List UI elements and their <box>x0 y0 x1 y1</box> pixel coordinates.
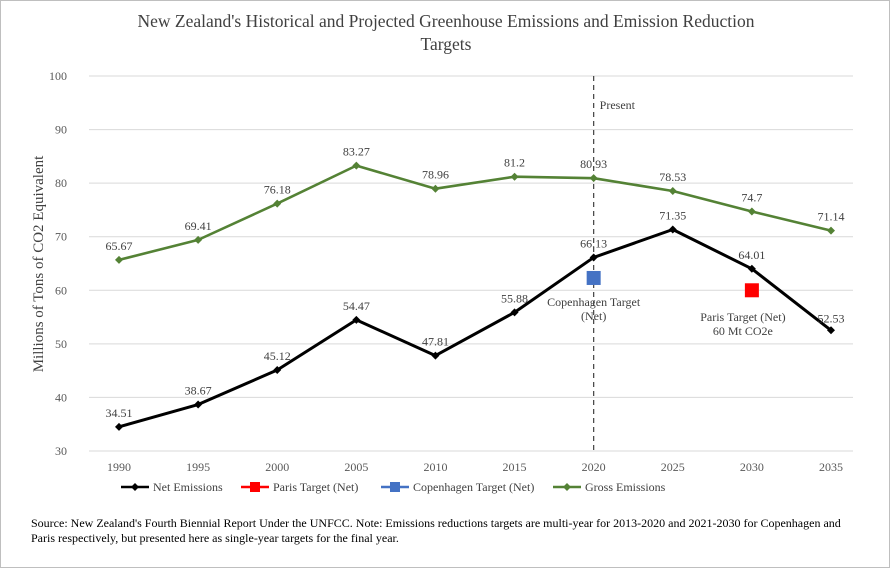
gross-emissions-point <box>827 226 835 235</box>
legend-swatch-marker <box>390 482 400 492</box>
net-emissions-point <box>589 253 598 262</box>
net-emissions-point <box>668 225 677 234</box>
emissions-chart: New Zealand's Historical and Projected G… <box>31 11 853 494</box>
net-data-label: 45.12 <box>264 349 291 363</box>
net-emissions-point <box>747 264 756 273</box>
y-axis-ticks: 30 40 50 60 70 80 90 100 <box>49 69 67 458</box>
copenhagen-annotation: Copenhagen Target <box>547 295 641 309</box>
x-tick-label: 2000 <box>265 460 289 474</box>
gross-data-label: 78.53 <box>659 170 686 184</box>
x-tick-label: 2035 <box>819 460 843 474</box>
y-tick-label: 70 <box>55 230 67 244</box>
net-emissions-point <box>510 308 519 317</box>
net-data-label: 71.35 <box>659 208 686 222</box>
gross-data-label: 71.14 <box>818 210 845 224</box>
legend-label: Net Emissions <box>153 480 223 494</box>
legend-item: Copenhagen Target (Net) <box>381 480 534 494</box>
paris-target-marker <box>744 283 759 298</box>
y-tick-label: 90 <box>55 123 67 137</box>
annotations: Copenhagen Target(Net) Paris Target (Net)… <box>547 295 785 338</box>
gross-data-label: 83.27 <box>343 145 370 159</box>
legend-item: Gross Emissions <box>553 480 666 494</box>
legend: Net Emissions Paris Target (Net) Copenhage… <box>121 480 666 494</box>
gross-data-label: 76.18 <box>264 183 291 197</box>
net-data-label: 64.01 <box>738 248 765 262</box>
net-data-label: 55.88 <box>501 291 528 305</box>
net-data-label: 54.47 <box>343 299 370 313</box>
gross-data-label: 74.7 <box>741 191 762 205</box>
y-tick-label: 80 <box>55 176 67 190</box>
data-labels: 65.67 69.41 76.18 83.27 78.96 81.2 80.93 78.53 7… <box>106 145 845 420</box>
legend-label: Gross Emissions <box>585 480 666 494</box>
series-group <box>115 161 835 431</box>
legend-swatch-marker <box>131 483 139 491</box>
x-tick-label: 2010 <box>423 460 447 474</box>
x-tick-label: 2030 <box>740 460 764 474</box>
gross-emissions-point <box>273 199 282 208</box>
legend-swatch-marker <box>563 483 571 491</box>
x-tick-label: 2020 <box>582 460 606 474</box>
legend-label: Copenhagen Target (Net) <box>413 480 534 494</box>
chart-title-line-1: New Zealand's Historical and Projected G… <box>138 11 755 31</box>
gross-emissions-point <box>115 255 123 264</box>
y-tick-label: 30 <box>55 444 67 458</box>
net-emissions-point <box>115 422 123 431</box>
net-emissions-point <box>273 366 282 374</box>
x-tick-label: 1990 <box>107 460 131 474</box>
gross-emissions-point <box>510 172 519 181</box>
x-tick-label: 1995 <box>186 460 210 474</box>
gross-emissions-point <box>747 207 756 216</box>
net-emissions-point <box>352 315 361 324</box>
paris-annotation: 60 Mt CO2e <box>713 324 773 338</box>
gross-emissions-point <box>431 184 440 193</box>
gross-emissions-line <box>118 164 832 262</box>
net-emissions-point <box>431 351 440 360</box>
legend-item: Net Emissions <box>121 480 223 494</box>
x-tick-label: 2025 <box>661 460 685 474</box>
x-axis-ticks: 1990 1995 2000 2005 2010 2015 2020 2025 2030 2035 <box>107 460 843 474</box>
net-emissions-point <box>194 400 203 409</box>
present-marker: Present <box>593 76 636 451</box>
x-tick-label: 2015 <box>503 460 527 474</box>
gross-data-label: 69.41 <box>185 219 212 233</box>
legend-swatch-marker <box>250 482 260 492</box>
y-axis-title: Millions of Tons of CO2 Equivalent <box>31 155 47 372</box>
paris-annotation: Paris Target (Net) <box>700 310 785 324</box>
gross-emissions-point <box>352 161 361 170</box>
net-data-label: 52.53 <box>818 311 845 325</box>
net-data-label: 47.81 <box>422 335 449 349</box>
gross-data-label: 78.96 <box>422 168 449 182</box>
net-emissions-line <box>118 227 832 429</box>
net-data-label: 66.13 <box>580 236 607 250</box>
chart-title: New Zealand's Historical and Projected G… <box>138 11 755 54</box>
chart-title-line-2: Targets <box>421 34 472 54</box>
y-tick-label: 40 <box>55 390 67 404</box>
net-emissions-point <box>827 326 835 335</box>
gross-data-label: 65.67 <box>106 239 133 253</box>
y-tick-label: 60 <box>55 283 67 297</box>
x-tick-label: 2005 <box>344 460 368 474</box>
y-tick-label: 100 <box>49 69 67 83</box>
legend-label: Paris Target (Net) <box>273 480 358 494</box>
gross-data-label: 80.93 <box>580 157 607 171</box>
gross-emissions-point <box>668 187 677 196</box>
gross-data-label: 81.2 <box>504 156 525 170</box>
copenhagen-target-marker <box>586 270 601 285</box>
net-data-label: 34.51 <box>106 406 133 420</box>
copenhagen-annotation: (Net) <box>581 309 606 323</box>
y-tick-label: 50 <box>55 337 67 351</box>
gross-emissions-point <box>589 174 598 183</box>
net-data-label: 38.67 <box>185 384 212 398</box>
present-label: Present <box>600 98 636 112</box>
footnote: Source: New Zealand's Fourth Biennial Re… <box>31 516 841 545</box>
gross-emissions-point <box>194 235 203 244</box>
legend-item: Paris Target (Net) <box>241 480 358 494</box>
